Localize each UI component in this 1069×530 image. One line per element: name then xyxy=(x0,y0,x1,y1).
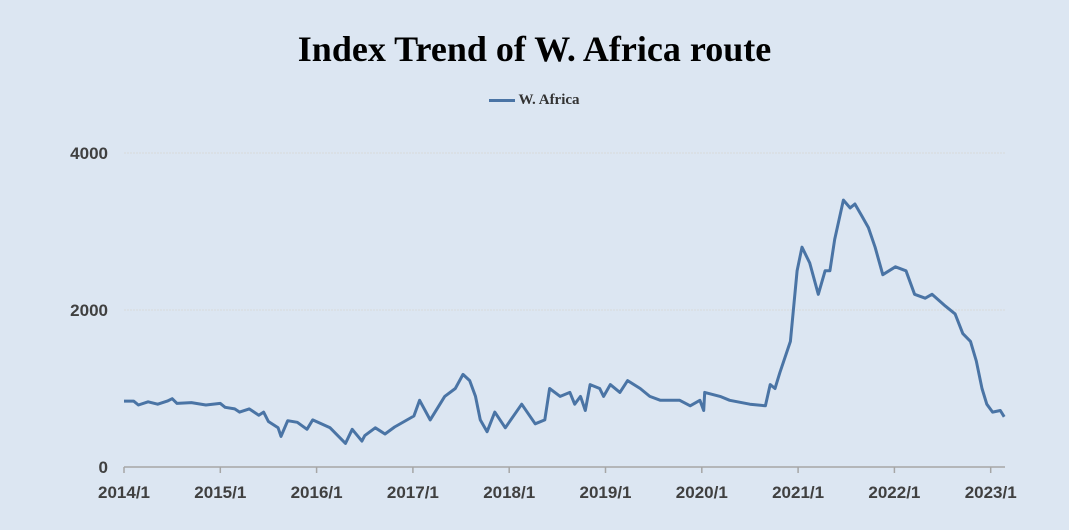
x-tick-label: 2017/1 xyxy=(387,483,439,502)
x-tick-label: 2023/1 xyxy=(965,483,1017,502)
x-tick-label: 2020/1 xyxy=(676,483,728,502)
legend-swatch xyxy=(489,99,516,103)
y-tick-label: 0 xyxy=(99,458,108,477)
x-tick-label: 2015/1 xyxy=(194,483,246,502)
x-tick-label: 2018/1 xyxy=(483,483,535,502)
y-tick-label: 2000 xyxy=(70,301,108,320)
y-tick-label: 4000 xyxy=(70,144,108,163)
legend: W. Africa xyxy=(0,92,1069,109)
series-line-w-africa xyxy=(124,198,1006,445)
x-tick-label: 2019/1 xyxy=(580,483,632,502)
x-tick-label: 2014/1 xyxy=(98,483,150,502)
x-tick-label: 2021/1 xyxy=(772,483,824,502)
chart-title: Index Trend of W. Africa route xyxy=(297,29,772,69)
x-tick-label: 2016/1 xyxy=(291,483,343,502)
legend-label: W. Africa xyxy=(518,92,580,108)
x-tick-label: 2022/1 xyxy=(868,483,920,502)
